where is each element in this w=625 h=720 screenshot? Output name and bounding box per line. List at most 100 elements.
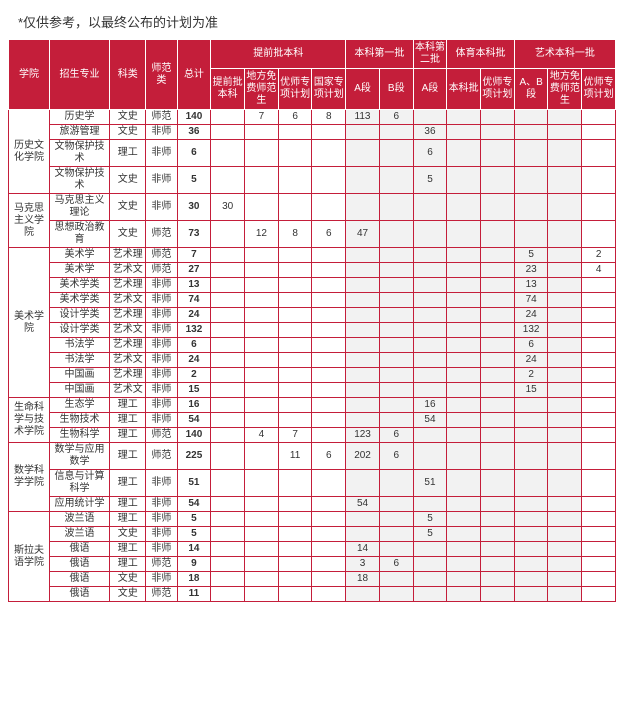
data-cell	[548, 470, 582, 497]
data-cell: 5	[413, 512, 447, 527]
data-cell	[245, 557, 279, 572]
h-normtype: 师范类	[146, 40, 177, 110]
data-cell	[211, 527, 245, 542]
data-cell: 师范	[146, 443, 177, 470]
data-cell	[346, 413, 380, 428]
data-cell: 5	[177, 512, 211, 527]
table-row: 信息与计算科学理工非师5151	[9, 470, 616, 497]
data-cell	[312, 338, 346, 353]
data-cell	[447, 542, 481, 557]
data-cell	[211, 443, 245, 470]
data-cell: 理工	[110, 428, 146, 443]
data-cell	[211, 338, 245, 353]
data-cell	[245, 140, 279, 167]
data-cell	[312, 323, 346, 338]
data-cell: 16	[413, 398, 447, 413]
data-cell: 艺术理	[110, 308, 146, 323]
data-cell: 51	[177, 470, 211, 497]
data-cell	[548, 248, 582, 263]
h-grp-art: 艺术本科一批	[514, 40, 615, 69]
data-cell	[245, 125, 279, 140]
data-cell	[413, 428, 447, 443]
data-cell: 艺术理	[110, 338, 146, 353]
data-cell	[548, 443, 582, 470]
h-art3: 优师专项计划	[582, 69, 616, 110]
data-cell	[413, 572, 447, 587]
data-cell	[211, 512, 245, 527]
data-cell: 美术学类	[49, 278, 109, 293]
data-cell: 波兰语	[49, 527, 109, 542]
data-cell: 73	[177, 221, 211, 248]
data-cell: 非师	[146, 323, 177, 338]
table-row: 马克思主义学院马克思主义理论文史非师3030	[9, 194, 616, 221]
data-cell	[312, 263, 346, 278]
data-cell	[346, 398, 380, 413]
data-cell	[245, 368, 279, 383]
data-cell	[447, 470, 481, 497]
data-cell	[211, 542, 245, 557]
data-cell	[582, 428, 616, 443]
data-cell: 文史	[110, 167, 146, 194]
data-cell	[346, 338, 380, 353]
data-cell: 7	[278, 428, 312, 443]
data-cell: 非师	[146, 140, 177, 167]
data-cell	[211, 383, 245, 398]
data-cell: 5	[177, 527, 211, 542]
h-pe2: 优师专项计划	[481, 69, 515, 110]
data-cell	[447, 383, 481, 398]
data-cell: 马克思主义理论	[49, 194, 109, 221]
data-cell	[346, 278, 380, 293]
data-cell	[548, 194, 582, 221]
data-cell	[514, 587, 548, 602]
data-cell	[312, 512, 346, 527]
data-cell: 师范	[146, 221, 177, 248]
data-cell	[481, 470, 515, 497]
table-row: 美术学院美术学艺术理师范752	[9, 248, 616, 263]
data-cell	[312, 527, 346, 542]
data-cell: 16	[177, 398, 211, 413]
data-cell	[582, 293, 616, 308]
college-cell: 历史文化学院	[9, 110, 50, 194]
data-cell	[379, 308, 413, 323]
data-cell	[548, 542, 582, 557]
data-cell	[582, 278, 616, 293]
data-cell	[245, 338, 279, 353]
data-cell	[548, 557, 582, 572]
data-cell	[481, 572, 515, 587]
data-cell: 文史	[110, 125, 146, 140]
data-cell	[245, 413, 279, 428]
data-cell: 27	[177, 263, 211, 278]
data-cell	[548, 293, 582, 308]
data-cell	[312, 248, 346, 263]
data-cell: 5	[413, 167, 447, 194]
data-cell	[379, 512, 413, 527]
data-cell	[278, 383, 312, 398]
data-cell	[278, 368, 312, 383]
data-cell	[481, 308, 515, 323]
data-cell	[582, 542, 616, 557]
data-cell	[211, 368, 245, 383]
data-cell	[312, 353, 346, 368]
data-cell	[379, 542, 413, 557]
data-cell	[312, 368, 346, 383]
data-cell	[245, 293, 279, 308]
data-cell	[447, 140, 481, 167]
data-cell	[548, 383, 582, 398]
data-cell	[346, 323, 380, 338]
table-row: 中国画艺术理非师22	[9, 368, 616, 383]
data-cell	[413, 557, 447, 572]
h-adv1: 提前批本科	[211, 69, 245, 110]
data-cell	[447, 527, 481, 542]
data-cell	[278, 398, 312, 413]
data-cell	[245, 263, 279, 278]
data-cell	[447, 338, 481, 353]
data-cell: 应用统计学	[49, 497, 109, 512]
data-cell	[481, 221, 515, 248]
table-row: 美术学艺术文师范27234	[9, 263, 616, 278]
data-cell	[582, 512, 616, 527]
data-cell: 思想政治教育	[49, 221, 109, 248]
data-cell	[413, 587, 447, 602]
data-cell: 美术学	[49, 248, 109, 263]
data-cell: 4	[582, 263, 616, 278]
data-cell	[413, 443, 447, 470]
